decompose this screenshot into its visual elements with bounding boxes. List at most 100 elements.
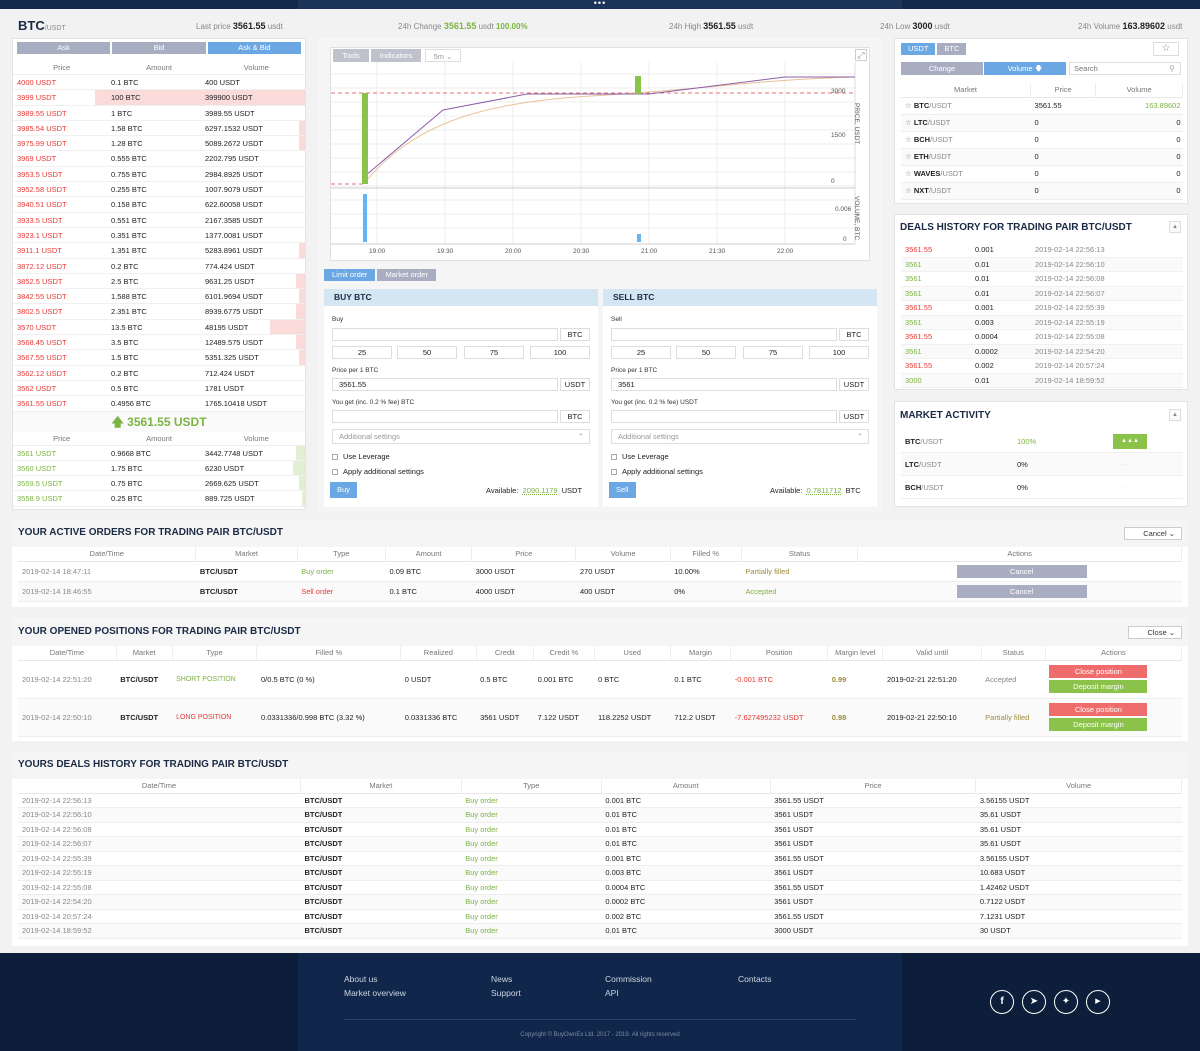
- buy-use-leverage[interactable]: Use Leverage: [332, 452, 390, 461]
- sell-amount-input[interactable]: [611, 328, 837, 341]
- orderbook-row[interactable]: 3999 USDT 100 BTC 399900 USDT: [13, 90, 305, 106]
- collapse-icon[interactable]: ▲: [1169, 409, 1181, 421]
- facebook-icon[interactable]: f: [990, 990, 1014, 1014]
- orderbook-row[interactable]: 3558.9 USDT 0.25 BTC 889.725 USDT: [13, 491, 305, 507]
- checkbox-icon[interactable]: [332, 454, 338, 460]
- orderbook-row[interactable]: 3561 USDT 0.9668 BTC 3442.7748 USDT: [13, 445, 305, 461]
- star-icon[interactable]: ☆: [905, 118, 912, 127]
- orderbook-row[interactable]: 3923.1 USDT 0.351 BTC 1377.0081 USDT: [13, 228, 305, 244]
- market-row[interactable]: ☆ BTC/USDT 3561.55 163.89602: [901, 97, 1183, 115]
- orderbook-row[interactable]: 4000 USDT 0.1 BTC 400 USDT: [13, 75, 305, 91]
- tools-button[interactable]: Tools: [333, 49, 369, 62]
- tab-usdt[interactable]: USDT: [901, 43, 936, 55]
- orderbook-row[interactable]: 3933.5 USDT 0.551 BTC 2167.3585 USDT: [13, 213, 305, 228]
- star-icon[interactable]: ☆: [905, 101, 912, 110]
- sell-additional-settings[interactable]: Additional settings ⌃: [611, 429, 869, 444]
- close-position-button[interactable]: Close position: [1049, 703, 1148, 716]
- orderbook-row[interactable]: 3568.45 USDT 3.5 BTC 12489.575 USDT: [13, 335, 305, 351]
- tab-limit-order[interactable]: Limit order: [324, 269, 376, 281]
- market-search-input[interactable]: [1069, 62, 1181, 75]
- buy-price-input[interactable]: 3561.55: [332, 378, 558, 391]
- orderbook-row[interactable]: 3985.54 USDT 1.58 BTC 6297.1532 USDT: [13, 120, 305, 137]
- footer-link-contacts[interactable]: Contacts: [738, 974, 772, 984]
- sell-use-leverage[interactable]: Use Leverage: [611, 452, 669, 461]
- market-row[interactable]: ☆ LTC/USDT 0 0: [901, 114, 1183, 132]
- menu-dots[interactable]: •••: [298, 0, 902, 9]
- star-icon[interactable]: ☆: [905, 169, 912, 178]
- star-icon[interactable]: ☆: [905, 152, 912, 161]
- footer-link-about[interactable]: About us: [344, 974, 378, 984]
- orderbook-row[interactable]: 3561.55 USDT 0.4956 BTC 1765.10418 USDT: [13, 396, 305, 412]
- deposit-margin-button[interactable]: Deposit margin: [1049, 718, 1148, 731]
- checkbox-icon[interactable]: [611, 469, 617, 475]
- indicators-button[interactable]: Indicators: [371, 49, 421, 62]
- sell-get-input[interactable]: [611, 410, 837, 423]
- close-position-button[interactable]: Close position: [1049, 665, 1148, 678]
- price-chart[interactable]: Tools Indicators 5m ⌄ ⤢ 3000 1500 0 0.006 0…: [330, 47, 870, 261]
- orderbook-row[interactable]: 3872.12 USDT 0.2 BTC 774.424 USDT: [13, 259, 305, 274]
- orderbook-row[interactable]: 3953.5 USDT 0.755 BTC 2984.8925 USDT: [13, 167, 305, 183]
- sort-volume[interactable]: Volume 🡇: [984, 62, 1066, 75]
- buy-additional-settings[interactable]: Additional settings ⌃: [332, 429, 590, 444]
- star-icon[interactable]: ☆: [905, 135, 912, 144]
- activity-row[interactable]: BCH/USDT 0% -: [901, 476, 1183, 499]
- fullscreen-icon[interactable]: ⤢: [855, 49, 867, 61]
- star-icon[interactable]: ☆: [905, 186, 912, 195]
- orderbook-row[interactable]: 3952.58 USDT 0.255 BTC 1007.9079 USDT: [13, 182, 305, 198]
- sell-pct-50[interactable]: 50: [676, 346, 736, 359]
- tab-btc[interactable]: BTC: [937, 43, 967, 55]
- tab-market-order[interactable]: Market order: [377, 269, 436, 281]
- sell-button[interactable]: Sell: [609, 482, 636, 498]
- positions-select[interactable]: Close ⌄: [1128, 626, 1182, 639]
- orderbook-row[interactable]: 3559.5 USDT 0.75 BTC 2669.625 USDT: [13, 476, 305, 492]
- sell-pct-25[interactable]: 25: [611, 346, 671, 359]
- footer-link-support[interactable]: Support: [491, 988, 521, 998]
- sell-pct-75[interactable]: 75: [743, 346, 803, 359]
- twitter-icon[interactable]: ✦: [1054, 990, 1078, 1014]
- buy-pct-75[interactable]: 75: [464, 346, 524, 359]
- interval-select[interactable]: 5m ⌄: [425, 49, 461, 62]
- orderbook-row[interactable]: 3975.99 USDT 1.28 BTC 5089.2672 USDT: [13, 136, 305, 152]
- footer-link-news[interactable]: News: [491, 974, 513, 984]
- collapse-icon[interactable]: ▲: [1169, 221, 1181, 233]
- cancel-order-button[interactable]: Cancel: [956, 564, 1087, 578]
- buy-get-input[interactable]: [332, 410, 558, 423]
- market-row[interactable]: ☆ NXT/USDT 0 0: [901, 182, 1183, 200]
- orderbook-row[interactable]: 3802.5 USDT 2.351 BTC 8939.6775 USDT: [13, 304, 305, 320]
- youtube-icon[interactable]: ▶: [1086, 990, 1110, 1014]
- orderbook-row[interactable]: 3562.12 USDT 0.2 BTC 712.424 USDT: [13, 366, 305, 381]
- activity-row[interactable]: BTC/USDT 100% ▲▲▲: [901, 430, 1183, 453]
- orderbook-row[interactable]: 3562 USDT 0.5 BTC 1781 USDT: [13, 381, 305, 397]
- footer-link-api[interactable]: API: [605, 988, 619, 998]
- buy-apply-settings[interactable]: Apply additional settings: [332, 467, 424, 476]
- tab-ask[interactable]: Ask: [17, 42, 111, 54]
- orderbook-row[interactable]: 3969 USDT 0.555 BTC 2202.795 USDT: [13, 151, 305, 167]
- orderbook-row[interactable]: 3940.51 USDT 0.158 BTC 622.60058 USDT: [13, 197, 305, 213]
- telegram-icon[interactable]: ➤: [1022, 990, 1046, 1014]
- market-row[interactable]: ☆ WAVES/USDT 0 0: [901, 165, 1183, 183]
- orderbook-row[interactable]: 3852.5 USDT 2.5 BTC 9631.25 USDT: [13, 273, 305, 290]
- sell-apply-settings[interactable]: Apply additional settings: [611, 467, 703, 476]
- buy-amount-input[interactable]: [332, 328, 558, 341]
- star-icon[interactable]: ☆: [1153, 42, 1179, 56]
- orderbook-row[interactable]: 3911.1 USDT 1.351 BTC 5283.8961 USDT: [13, 243, 305, 259]
- activity-row[interactable]: LTC/USDT 0% - -: [901, 453, 1183, 476]
- market-row[interactable]: ☆ ETH/USDT 0 0: [901, 148, 1183, 166]
- checkbox-icon[interactable]: [611, 454, 617, 460]
- footer-link-commission[interactable]: Commission: [605, 974, 652, 984]
- tab-ask-bid[interactable]: Ask & Bid: [207, 42, 301, 54]
- buy-button[interactable]: Buy: [330, 482, 357, 498]
- sort-change[interactable]: Change: [901, 62, 983, 75]
- checkbox-icon[interactable]: [332, 469, 338, 475]
- orderbook-row[interactable]: 3989.55 USDT 1 BTC 3989.55 USDT: [13, 106, 305, 121]
- buy-pct-25[interactable]: 25: [332, 346, 392, 359]
- market-row[interactable]: ☆ BCH/USDT 0 0: [901, 131, 1183, 149]
- sell-price-input[interactable]: 3561: [611, 378, 837, 391]
- orderbook-row[interactable]: 3842.55 USDT 1.588 BTC 6101.9694 USDT: [13, 289, 305, 305]
- orderbook-row[interactable]: 3560 USDT 1.75 BTC 6230 USDT: [13, 460, 305, 477]
- sell-pct-100[interactable]: 100: [809, 346, 869, 359]
- deposit-margin-button[interactable]: Deposit margin: [1049, 680, 1148, 693]
- footer-link-market-overview[interactable]: Market overview: [344, 988, 406, 998]
- orderbook-row[interactable]: 3567.55 USDT 1.5 BTC 5351.325 USDT: [13, 350, 305, 366]
- cancel-order-button[interactable]: Cancel: [956, 584, 1087, 598]
